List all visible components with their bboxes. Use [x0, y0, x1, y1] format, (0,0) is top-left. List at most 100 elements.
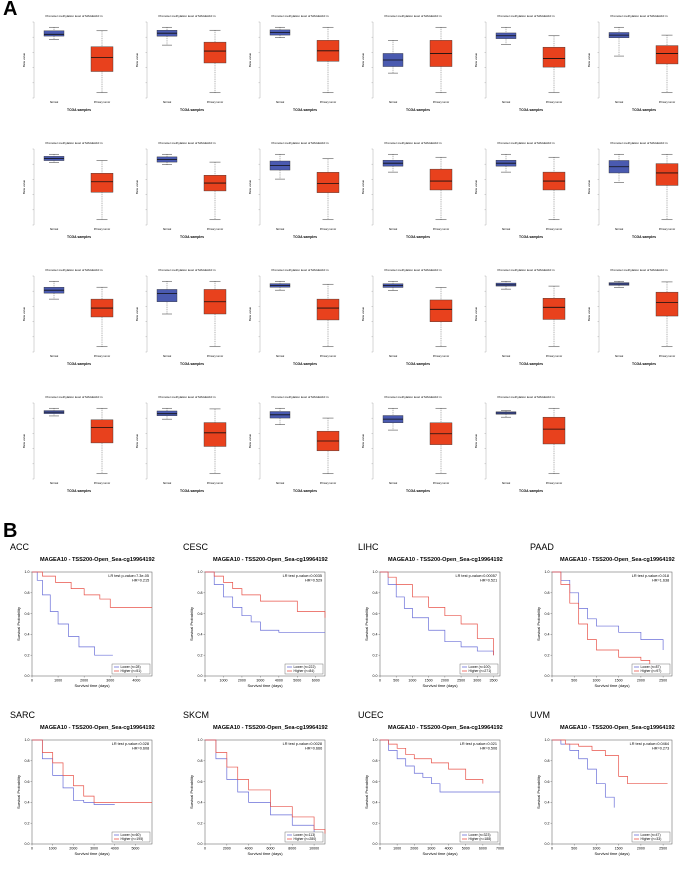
- boxplot-svg: Promoter methylation level of MAGEA10 in…: [135, 268, 227, 366]
- x-tick-label: 1000: [592, 847, 600, 851]
- boxplot-title: Promoter methylation level of MAGEA10 in: [158, 268, 215, 272]
- x-tick-label: 3000: [90, 847, 98, 851]
- x-tick-label: 0: [31, 679, 33, 683]
- higher-curve: [32, 571, 152, 608]
- hazard-ratio: HR=0.608: [132, 747, 149, 751]
- group-label: Normal: [276, 481, 285, 485]
- legend-higher-label: Higher (n=280): [294, 837, 317, 841]
- x-axis-label: TCGA samples: [180, 235, 204, 239]
- legend-higher-label: Higher (n=33): [641, 837, 662, 841]
- x-tick-label: 0: [204, 847, 206, 851]
- higher-curve: [380, 739, 484, 784]
- group-label: Primary tumor: [546, 481, 562, 485]
- x-axis-label: TCGA samples: [632, 108, 656, 112]
- x-tick-label: 0: [551, 847, 553, 851]
- y-tick-label: 0.2: [25, 821, 30, 825]
- lower-curve: [32, 739, 115, 805]
- km-svg: 0.0 0.2 0.4 0.6 0.8 1.0 Survival Probability 0 1…: [16, 738, 153, 856]
- x-axis-label: TCGA samples: [519, 362, 543, 366]
- km-plot-title: MAGEA10 - TSS200-Open_Sea-cg19964192: [213, 557, 328, 563]
- km-plot: SKCM MAGEA10 - TSS200-Open_Sea-cg19964192…: [175, 710, 335, 864]
- y-axis-label: Beta value: [248, 53, 252, 68]
- group-label: Primary tumor: [546, 100, 562, 104]
- x-tick-label: 500: [571, 847, 577, 851]
- y-tick-label: 0.8: [373, 591, 378, 595]
- km-svg: 0.0 0.2 0.4 0.6 0.8 1.0 Survival Probability 0 5…: [536, 738, 673, 856]
- higher-curve: [32, 739, 152, 803]
- x-axis-label: TCGA samples: [632, 362, 656, 366]
- tumor-box: [203, 41, 227, 64]
- group-label: Primary tumor: [207, 481, 223, 485]
- group-label: Normal: [502, 100, 511, 104]
- y-axis-label: Beta value: [248, 307, 252, 322]
- y-tick-label: 0.4: [545, 633, 550, 637]
- km-plot: ACC MAGEA10 - TSS200-Open_Sea-cg19964192 0…: [2, 542, 162, 696]
- y-tick-label: 0.6: [545, 612, 550, 616]
- km-plot-title: MAGEA10 - TSS200-Open_Sea-cg19964192: [40, 557, 155, 563]
- y-tick-label: 0.8: [198, 591, 203, 595]
- km-svg: 0.0 0.2 0.4 0.6 0.8 1.0 Survival Probability 0 1…: [364, 738, 504, 856]
- cancer-type-label: SARC: [10, 710, 36, 720]
- boxplot-title: Promoter methylation level of MAGEA10 in: [271, 141, 328, 145]
- boxplot-svg: Promoter methylation level of MAGEA10 in…: [474, 14, 566, 112]
- group-label: Normal: [389, 227, 398, 231]
- boxplot: Promoter methylation level of MAGEA10 in…: [359, 264, 467, 376]
- boxplot-svg: Promoter methylation level of MAGEA10 in…: [135, 141, 227, 239]
- x-tick-label: 2000: [238, 679, 246, 683]
- x-tick-label: 2500: [659, 847, 667, 851]
- lower-curve: [552, 739, 615, 808]
- higher-curve: [205, 571, 326, 618]
- legend-lower-label: Lower (n=100): [469, 665, 491, 669]
- tumor-box: [429, 299, 453, 322]
- km-svg: 0.0 0.2 0.4 0.6 0.8 1.0 Survival Probability 0 1…: [189, 570, 326, 688]
- higher-curve: [552, 739, 668, 785]
- boxplot-svg: Promoter methylation level of MAGEA10 in…: [474, 395, 566, 493]
- legend-box: [284, 663, 324, 675]
- legend-box: [631, 831, 671, 843]
- y-tick-label: 0.4: [373, 801, 378, 805]
- x-axis-label: TCGA samples: [67, 235, 91, 239]
- x-axis-label: TCGA samples: [406, 235, 430, 239]
- hazard-ratio: HR=0.273: [652, 747, 669, 751]
- x-axis-label: TCGA samples: [180, 362, 204, 366]
- group-label: Normal: [163, 100, 172, 104]
- group-label: Normal: [276, 227, 285, 231]
- group-label: Normal: [50, 100, 59, 104]
- panel-a-label: A: [3, 0, 18, 20]
- lr-test-stat: LR test p-value=0.021: [460, 742, 497, 746]
- lower-curve: [32, 571, 113, 656]
- boxplot: Promoter methylation level of MAGEA10 in…: [472, 391, 580, 503]
- x-tick-label: 8000: [288, 847, 296, 851]
- y-tick-label: 0.2: [198, 653, 203, 657]
- group-label: Normal: [389, 481, 398, 485]
- x-tick-label: 0: [204, 679, 206, 683]
- group-label: Primary tumor: [94, 227, 110, 231]
- group-label: Normal: [502, 354, 511, 358]
- normal-box: [43, 30, 65, 37]
- boxplot-svg: Promoter methylation level of MAGEA10 in…: [22, 395, 114, 493]
- hazard-ratio: HR=1.638: [652, 579, 669, 583]
- km-svg: 0.0 0.2 0.4 0.6 0.8 1.0 Survival Probability 0 2…: [189, 738, 326, 856]
- x-tick-label: 4000: [445, 847, 453, 851]
- x-tick-label: 0: [31, 847, 33, 851]
- boxplot-title: Promoter methylation level of MAGEA10 in: [45, 268, 102, 272]
- boxplot: Promoter methylation level of MAGEA10 in…: [472, 264, 580, 376]
- group-label: Primary tumor: [94, 481, 110, 485]
- x-axis-label: Survival time (days): [422, 851, 458, 856]
- boxplot: Promoter methylation level of MAGEA10 in…: [20, 137, 128, 249]
- group-label: Normal: [502, 481, 511, 485]
- higher-curve: [552, 571, 651, 666]
- boxplot-title: Promoter methylation level of MAGEA10 in: [610, 141, 667, 145]
- lr-test-stat: LR test p-value=0.0028: [283, 742, 322, 746]
- x-tick-label: 500: [393, 679, 399, 683]
- higher-curve: [380, 571, 494, 656]
- lower-curve: [380, 739, 500, 793]
- group-label: Normal: [615, 100, 624, 104]
- y-tick-label: 1.0: [545, 738, 550, 742]
- hazard-ratio: HR=0.521: [480, 579, 497, 583]
- x-axis-label: TCGA samples: [293, 235, 317, 239]
- boxplot: Promoter methylation level of MAGEA10 in…: [133, 10, 241, 122]
- plot-frame: [379, 571, 501, 677]
- boxplot-svg: Promoter methylation level of MAGEA10 in…: [474, 268, 566, 366]
- y-tick-label: 0.6: [545, 780, 550, 784]
